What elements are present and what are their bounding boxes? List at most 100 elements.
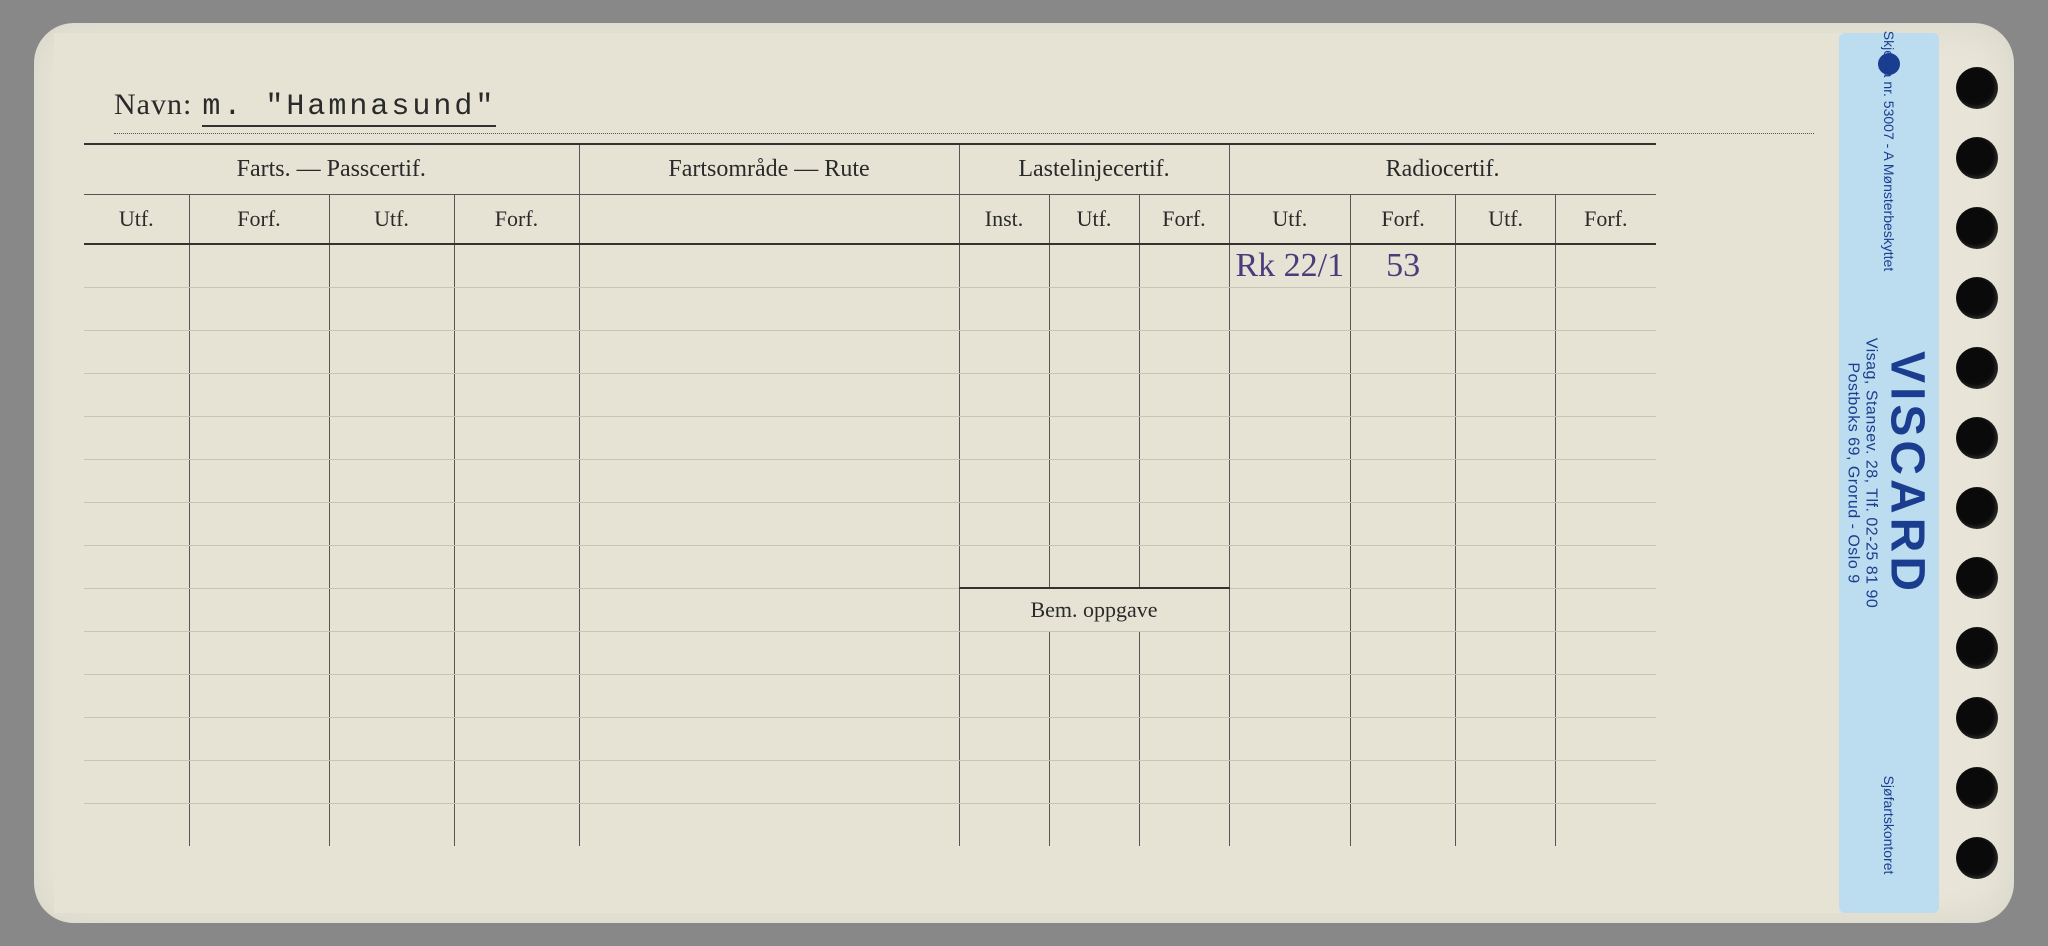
- cell: [329, 674, 454, 717]
- bem-oppgave-label: Bem. oppgave: [959, 588, 1229, 631]
- cell: [1351, 373, 1456, 416]
- table-body: Rk 22/153Bem. oppgave: [84, 244, 1656, 846]
- cell: [1351, 674, 1456, 717]
- cell: [1139, 674, 1229, 717]
- cell: [959, 674, 1049, 717]
- cell: [1139, 244, 1229, 287]
- cell: [1456, 502, 1556, 545]
- cell: [1229, 330, 1351, 373]
- cell: [454, 244, 579, 287]
- cell: [579, 545, 959, 588]
- cell: [454, 760, 579, 803]
- cell: [454, 330, 579, 373]
- cell: [1139, 717, 1229, 760]
- cell: [959, 459, 1049, 502]
- binder-hole: [1956, 347, 1998, 389]
- bem-oppgave-row: Bem. oppgave: [84, 588, 1656, 631]
- cell: [189, 631, 329, 674]
- table-row: [84, 803, 1656, 846]
- cell: [1049, 287, 1139, 330]
- index-card: Navn: m. "Hamnasund" Farts. — Passcertif…: [34, 23, 2014, 923]
- certificate-table: Farts. — Passcertif. Fartsområde — Rute …: [84, 143, 1656, 846]
- binder-hole: [1956, 487, 1998, 529]
- cell: [1456, 674, 1556, 717]
- tab-bottom-text: Sjøfartskontoret: [1881, 776, 1897, 875]
- hdr-fartsomrade: Fartsområde — Rute: [579, 144, 959, 194]
- sub-4: [579, 194, 959, 244]
- cell: [1351, 588, 1456, 631]
- cell: [1456, 330, 1556, 373]
- cell: [959, 244, 1049, 287]
- table-row: [84, 416, 1656, 459]
- cell: [579, 373, 959, 416]
- cell: [1049, 631, 1139, 674]
- cell: [1556, 674, 1656, 717]
- table-row: [84, 674, 1656, 717]
- cell: [1456, 631, 1556, 674]
- cell: [1556, 244, 1656, 287]
- cell: [1049, 760, 1139, 803]
- viscard-tab: Skjema nr. 53007 - A Mønsterbeskyttet VI…: [1839, 33, 1939, 913]
- cell: [189, 717, 329, 760]
- cell: [1139, 803, 1229, 846]
- cell: [189, 674, 329, 717]
- cell: [1139, 373, 1229, 416]
- cell: [329, 545, 454, 588]
- cell: [84, 717, 189, 760]
- cell: [1456, 287, 1556, 330]
- cell: [1351, 502, 1456, 545]
- cell: [454, 416, 579, 459]
- handwritten-entry: Rk 22/1: [1236, 247, 1345, 284]
- sub-0: Utf.: [84, 194, 189, 244]
- cell: [189, 330, 329, 373]
- cell: [1456, 717, 1556, 760]
- cell: [329, 459, 454, 502]
- cell: [454, 545, 579, 588]
- cell: [1351, 717, 1456, 760]
- sub-6: Utf.: [1049, 194, 1139, 244]
- cell: [84, 588, 189, 631]
- binder-hole: [1956, 137, 1998, 179]
- binder-hole: [1956, 557, 1998, 599]
- cell: [1139, 502, 1229, 545]
- cell: [579, 588, 959, 631]
- table-row: [84, 459, 1656, 502]
- cell: [84, 674, 189, 717]
- cell: [189, 588, 329, 631]
- cell: [84, 244, 189, 287]
- cell: [329, 631, 454, 674]
- cell: [1229, 545, 1351, 588]
- binder-hole: [1956, 697, 1998, 739]
- cell: [959, 416, 1049, 459]
- cell: [1049, 674, 1139, 717]
- cell: [1139, 416, 1229, 459]
- cell: [1456, 803, 1556, 846]
- cell: [84, 502, 189, 545]
- cell: [579, 416, 959, 459]
- cell: [329, 373, 454, 416]
- cell: [454, 674, 579, 717]
- table-row: [84, 287, 1656, 330]
- cell: [1229, 459, 1351, 502]
- cell: [454, 631, 579, 674]
- cell: [329, 760, 454, 803]
- cell: [579, 674, 959, 717]
- cell: [959, 760, 1049, 803]
- sub-7: Forf.: [1139, 194, 1229, 244]
- cell: [1139, 631, 1229, 674]
- cell: [1049, 717, 1139, 760]
- cell: [189, 760, 329, 803]
- cell: [1229, 631, 1351, 674]
- cell: [1556, 330, 1656, 373]
- sub-2: Utf.: [329, 194, 454, 244]
- cell: [1139, 760, 1229, 803]
- cell: [1556, 502, 1656, 545]
- sub-10: Utf.: [1456, 194, 1556, 244]
- cell: [1456, 373, 1556, 416]
- cell: [1229, 416, 1351, 459]
- binder-hole: [1956, 417, 1998, 459]
- cell: [1351, 330, 1456, 373]
- cell: [189, 459, 329, 502]
- binder-hole: [1956, 767, 1998, 809]
- cell: [84, 545, 189, 588]
